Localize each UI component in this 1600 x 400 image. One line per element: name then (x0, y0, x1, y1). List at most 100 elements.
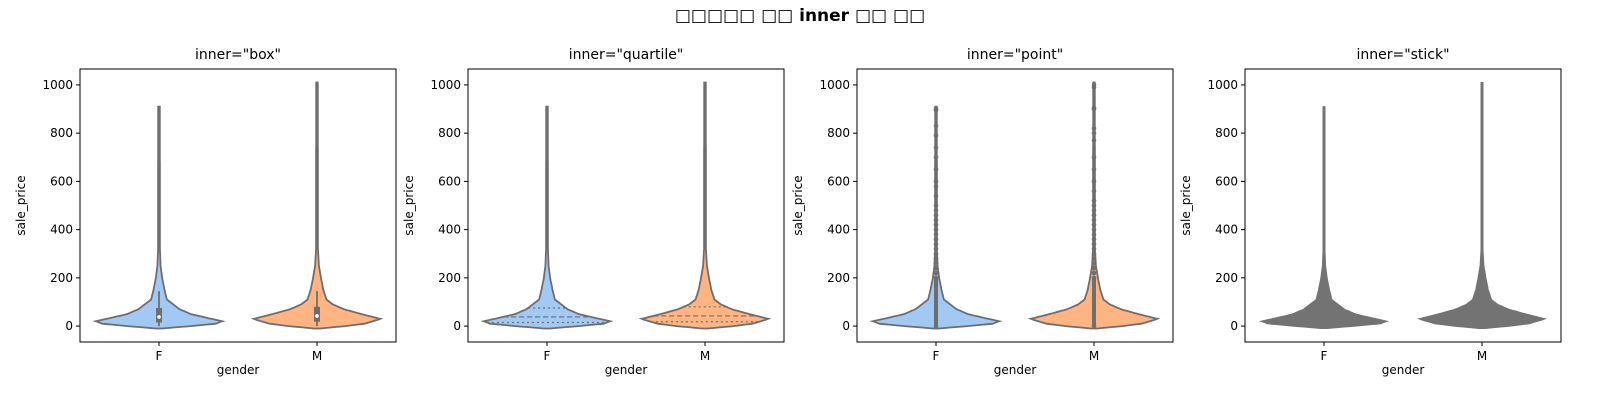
axes-frame (79, 68, 397, 343)
y-tick-label: 1000 (819, 78, 850, 92)
data-point (933, 256, 939, 261)
y-axis-label: sale_price (14, 175, 28, 235)
data-point (933, 227, 939, 232)
y-tick-label: 400 (1215, 223, 1238, 237)
data-point (1091, 261, 1097, 266)
data-point (1091, 251, 1097, 257)
y-tick-label: 600 (50, 174, 73, 188)
y-tick-label: 800 (438, 126, 461, 140)
data-point (1091, 236, 1097, 242)
data-point (933, 246, 939, 252)
data-point (1091, 154, 1097, 160)
data-point (933, 123, 939, 129)
data-point (1091, 198, 1097, 203)
data-point (933, 217, 939, 223)
data-point (933, 261, 939, 266)
data-point (1091, 203, 1097, 208)
subplot-title: inner="box" (195, 47, 281, 63)
data-point (1091, 241, 1097, 247)
y-tick-label: 0 (453, 319, 461, 333)
y-tick-label: 0 (842, 319, 850, 333)
axes-frame (467, 68, 785, 343)
data-point (933, 212, 939, 218)
x-axis-label: gender (605, 363, 648, 377)
subplot-quartile: inner="quartile" F M 0 200 400 600 800 1000 gende… (402, 47, 785, 377)
data-point (933, 265, 939, 271)
y-tick-label: 400 (827, 223, 850, 237)
y-tick-label: 1000 (430, 78, 461, 92)
violin-M (250, 81, 384, 330)
data-point (933, 107, 939, 113)
data-point (933, 179, 939, 184)
y-tick-label: 200 (827, 271, 850, 285)
x-tick-label: F (544, 349, 551, 363)
data-point (1091, 270, 1097, 276)
y-axis-label: sale_price (1179, 175, 1193, 235)
data-point (933, 275, 939, 281)
y-tick-label: 800 (1215, 126, 1238, 140)
data-point (1091, 227, 1097, 232)
subplot-point: inner="point" F M 0 200 400 600 800 1000 gender sa… (791, 47, 1174, 377)
x-tick-label: F (1321, 349, 1328, 363)
data-point (1091, 323, 1097, 329)
violin-F (480, 105, 614, 330)
data-point (933, 323, 939, 329)
data-point (1091, 265, 1097, 271)
x-tick-label: M (1089, 349, 1099, 363)
violin-F (869, 105, 1003, 330)
x-tick-label: M (312, 349, 322, 363)
y-tick-label: 600 (827, 174, 850, 188)
data-point (1091, 222, 1097, 228)
data-point (1091, 138, 1097, 143)
data-point (1091, 167, 1097, 172)
y-tick-label: 0 (65, 319, 73, 333)
data-point (1091, 232, 1097, 237)
data-point (1091, 212, 1097, 218)
data-point (933, 232, 939, 237)
axes-frame (856, 68, 1174, 343)
data-point (1091, 126, 1097, 131)
data-point (1091, 246, 1097, 252)
y-axis-label: sale_price (402, 175, 416, 235)
data-point (1091, 85, 1097, 90)
data-point (1091, 188, 1097, 194)
data-point (933, 193, 939, 199)
data-point (1091, 275, 1097, 281)
subplot-box: inner="box" F M 0 200 400 600 800 1000 gender sale… (14, 47, 397, 377)
y-axis-label: sale_price (791, 175, 805, 235)
violin-M (638, 81, 772, 330)
subplot-stick: inner="stick" F M 0 200 400 600 800 1000 gender sa… (1179, 47, 1562, 377)
data-point (933, 133, 939, 138)
data-point (933, 154, 939, 160)
data-point (1091, 208, 1097, 213)
violin-F (92, 105, 226, 330)
x-axis-label: gender (217, 363, 260, 377)
data-point (1091, 106, 1097, 112)
x-axis-label: gender (1382, 363, 1425, 377)
y-tick-label: 400 (50, 223, 73, 237)
data-point (933, 203, 939, 208)
y-tick-label: 400 (438, 223, 461, 237)
subplot-title: inner="quartile" (569, 47, 684, 63)
x-tick-label: F (933, 349, 940, 363)
y-tick-label: 600 (438, 174, 461, 188)
data-point (933, 270, 939, 276)
y-tick-label: 600 (1215, 174, 1238, 188)
data-point (1091, 256, 1097, 261)
data-point (933, 208, 939, 213)
y-tick-label: 200 (1215, 271, 1238, 285)
y-tick-label: 200 (438, 271, 461, 285)
data-point (1091, 130, 1097, 136)
figure-suptitle: □□□□□ □□ inner □□ □□ (674, 6, 926, 26)
median-dot-M (315, 314, 319, 318)
subplot-title: inner="stick" (1356, 47, 1449, 63)
data-point (1091, 217, 1097, 223)
data-point (933, 167, 939, 172)
x-axis-label: gender (994, 363, 1037, 377)
y-tick-label: 0 (1230, 319, 1238, 333)
data-point (933, 145, 939, 150)
data-point (933, 236, 939, 242)
data-point (933, 251, 939, 257)
